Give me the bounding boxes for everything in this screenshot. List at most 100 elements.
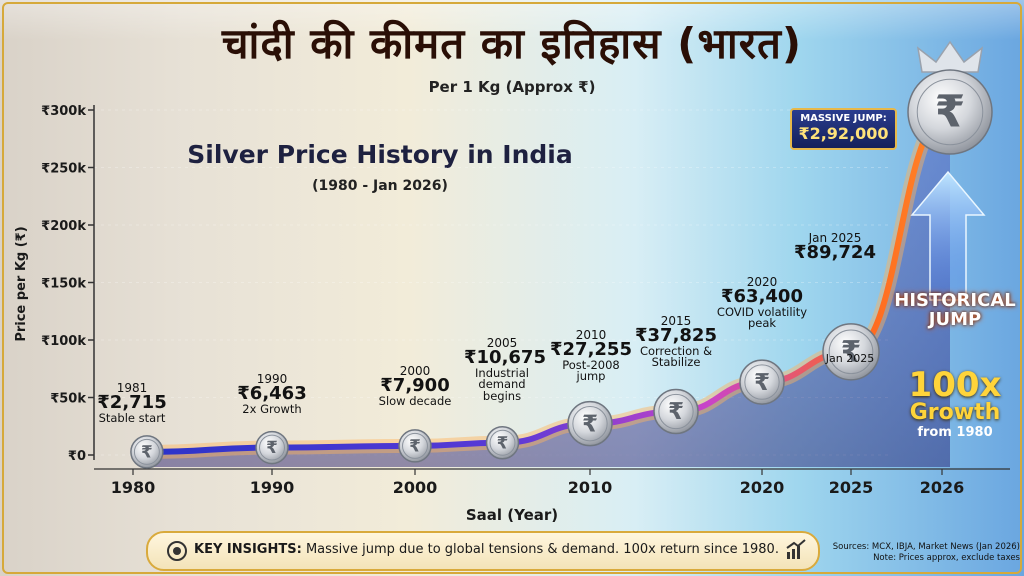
- growth-word: Growth: [909, 400, 1001, 425]
- coin-disc: [485, 425, 520, 460]
- coin-rim: [744, 364, 780, 400]
- coin-disc: [653, 388, 699, 435]
- x-tick-label: 1980: [111, 478, 156, 497]
- coin-disc: [822, 323, 880, 381]
- massive-jump-label: MASSIVE JUMP:: [800, 113, 887, 124]
- annotation-year: 2010: [575, 328, 607, 342]
- historical-jump-label: HISTORICAL JUMP: [894, 290, 1016, 330]
- gear-globe-icon: [167, 541, 187, 561]
- key-insights-text: KEY INSIGHTS: Massive jump due to global…: [194, 542, 779, 557]
- coin-disc: [398, 429, 432, 463]
- area-shape: [146, 112, 950, 467]
- x-tick-label: 2000: [393, 478, 438, 497]
- y-tick-label: ₹200k: [41, 219, 86, 234]
- area-fill: [146, 112, 950, 467]
- annotation-year: 2005: [486, 336, 518, 350]
- coin-caption: Jan 2025: [825, 352, 875, 365]
- annotation-year: 2020: [746, 275, 778, 289]
- annotation-price: ₹7,900: [380, 375, 450, 397]
- coin-rim: [658, 393, 694, 430]
- coin-disc: [130, 435, 164, 469]
- crown-icon: [916, 40, 984, 73]
- annotation-note: Industrial demand begins: [475, 365, 529, 404]
- rupee-icon: ₹: [754, 370, 770, 396]
- price-annotation: 1990 ₹6,463 2x Growth: [232, 373, 312, 415]
- coin-rim: [916, 78, 984, 146]
- massive-jump-value: ₹2,92,000: [798, 124, 889, 143]
- coin-disc: [739, 359, 785, 405]
- key-insights-label: KEY INSIGHTS:: [194, 542, 302, 557]
- coin-disc: [255, 430, 289, 465]
- annotation-note: Correction & Stabilize: [639, 343, 713, 370]
- annotation-year: 2000: [399, 364, 431, 378]
- chart-subtitle: (1980 - Jan 2026): [312, 178, 448, 194]
- annotation-price: ₹10,675: [464, 347, 546, 369]
- x-tick-label: 2025: [829, 478, 874, 497]
- peak-coin: ₹: [907, 40, 993, 155]
- price-coin: ₹: [398, 429, 432, 463]
- annotation-note: Slow decade: [378, 393, 452, 408]
- x-tick-label: 2026: [920, 478, 965, 497]
- price-coin: ₹: [255, 430, 289, 465]
- growth-callout: 100x Growth from 1980: [890, 368, 1020, 439]
- x-tick-label: 1990: [250, 478, 295, 497]
- chart-title: Silver Price History in India: [187, 140, 573, 169]
- price-annotation: Jan 2025 ₹89,724: [792, 232, 878, 263]
- y-tick-label: ₹250k: [41, 162, 86, 177]
- annotation-year: 2015: [660, 314, 692, 328]
- y-axis-label: Price per Kg (₹): [14, 226, 29, 341]
- price-coin: ₹: [567, 400, 613, 447]
- price-coin: ₹: [739, 359, 785, 405]
- y-tick-label: ₹50k: [50, 392, 86, 407]
- unit-subtitle: Per 1 Kg (Approx ₹): [428, 78, 596, 96]
- rupee-icon: ₹: [668, 399, 684, 425]
- annotation-year: Jan 2025: [808, 231, 862, 245]
- rupee-icon: ₹: [841, 335, 861, 369]
- annotation-note: COVID volatility peak: [716, 304, 808, 331]
- arrow-shape: [910, 170, 986, 301]
- y-tick-label: ₹0: [68, 449, 86, 464]
- y-tick-label: ₹150k: [41, 277, 86, 292]
- key-insights-bar: KEY INSIGHTS: Massive jump due to global…: [146, 531, 820, 571]
- x-tick-label: 2020: [740, 478, 785, 497]
- coin-rim: [133, 438, 160, 465]
- trend-up-icon: [786, 539, 806, 559]
- rupee-icon: ₹: [409, 436, 421, 456]
- annotation-year: 1990: [256, 372, 288, 386]
- coin-rim: [402, 432, 428, 459]
- rupee-icon: ₹: [582, 411, 598, 437]
- price-coin: ₹: [130, 435, 164, 469]
- rupee-icon: ₹: [497, 432, 509, 452]
- hindi-title: चांदी की कीमत का इतिहास (भारत): [221, 19, 803, 68]
- coin-rim: [489, 429, 516, 456]
- annotation-year: 1981: [116, 381, 148, 395]
- x-axis-label: Saal (Year): [466, 506, 558, 524]
- annotation-price: ₹89,724: [794, 242, 876, 264]
- price-annotation: 2010 ₹27,255 Post-2008 jump: [550, 329, 632, 383]
- annotation-price: ₹37,825: [635, 325, 717, 347]
- x-axis: 1980 1990 2000 2010 2020 2025 2026: [94, 468, 1010, 497]
- annotation-price: ₹63,400: [721, 286, 803, 308]
- coin-markers: ₹ ₹ ₹ ₹ ₹ ₹ ₹ ₹ ₹: [130, 40, 993, 469]
- price-annotation: 2015 ₹37,825 Correction & Stabilize: [634, 315, 718, 369]
- growth-multiplier: 100x: [908, 365, 1002, 405]
- price-coin: ₹: [822, 323, 880, 381]
- price-annotation: 2000 ₹7,900 Slow decade: [370, 365, 460, 407]
- sources-note: Sources: MCX, IBJA, Market News (Jan 202…: [833, 542, 1020, 565]
- up-arrow-icon: [910, 170, 986, 301]
- annotation-price: ₹2,715: [97, 392, 167, 414]
- y-axis: ₹0 ₹50k ₹100k ₹150k ₹200k ₹250k ₹300k: [41, 104, 95, 464]
- coin-disc: [907, 69, 993, 155]
- coin-rim: [828, 329, 874, 375]
- coin-rim: [572, 405, 608, 442]
- annotation-note: 2x Growth: [242, 401, 302, 416]
- sources-line: Sources: MCX, IBJA, Market News (Jan 202…: [832, 542, 1020, 552]
- coin-rim: [259, 434, 285, 461]
- rupee-icon: ₹: [266, 437, 278, 457]
- annotation-price: ₹6,463: [237, 383, 307, 405]
- key-insights-body: Massive jump due to global tensions & de…: [305, 542, 779, 557]
- price-annotation: 2005 ₹10,675 Industrial demand begins: [464, 336, 546, 404]
- massive-jump-badge: MASSIVE JUMP: ₹2,92,000: [790, 108, 897, 150]
